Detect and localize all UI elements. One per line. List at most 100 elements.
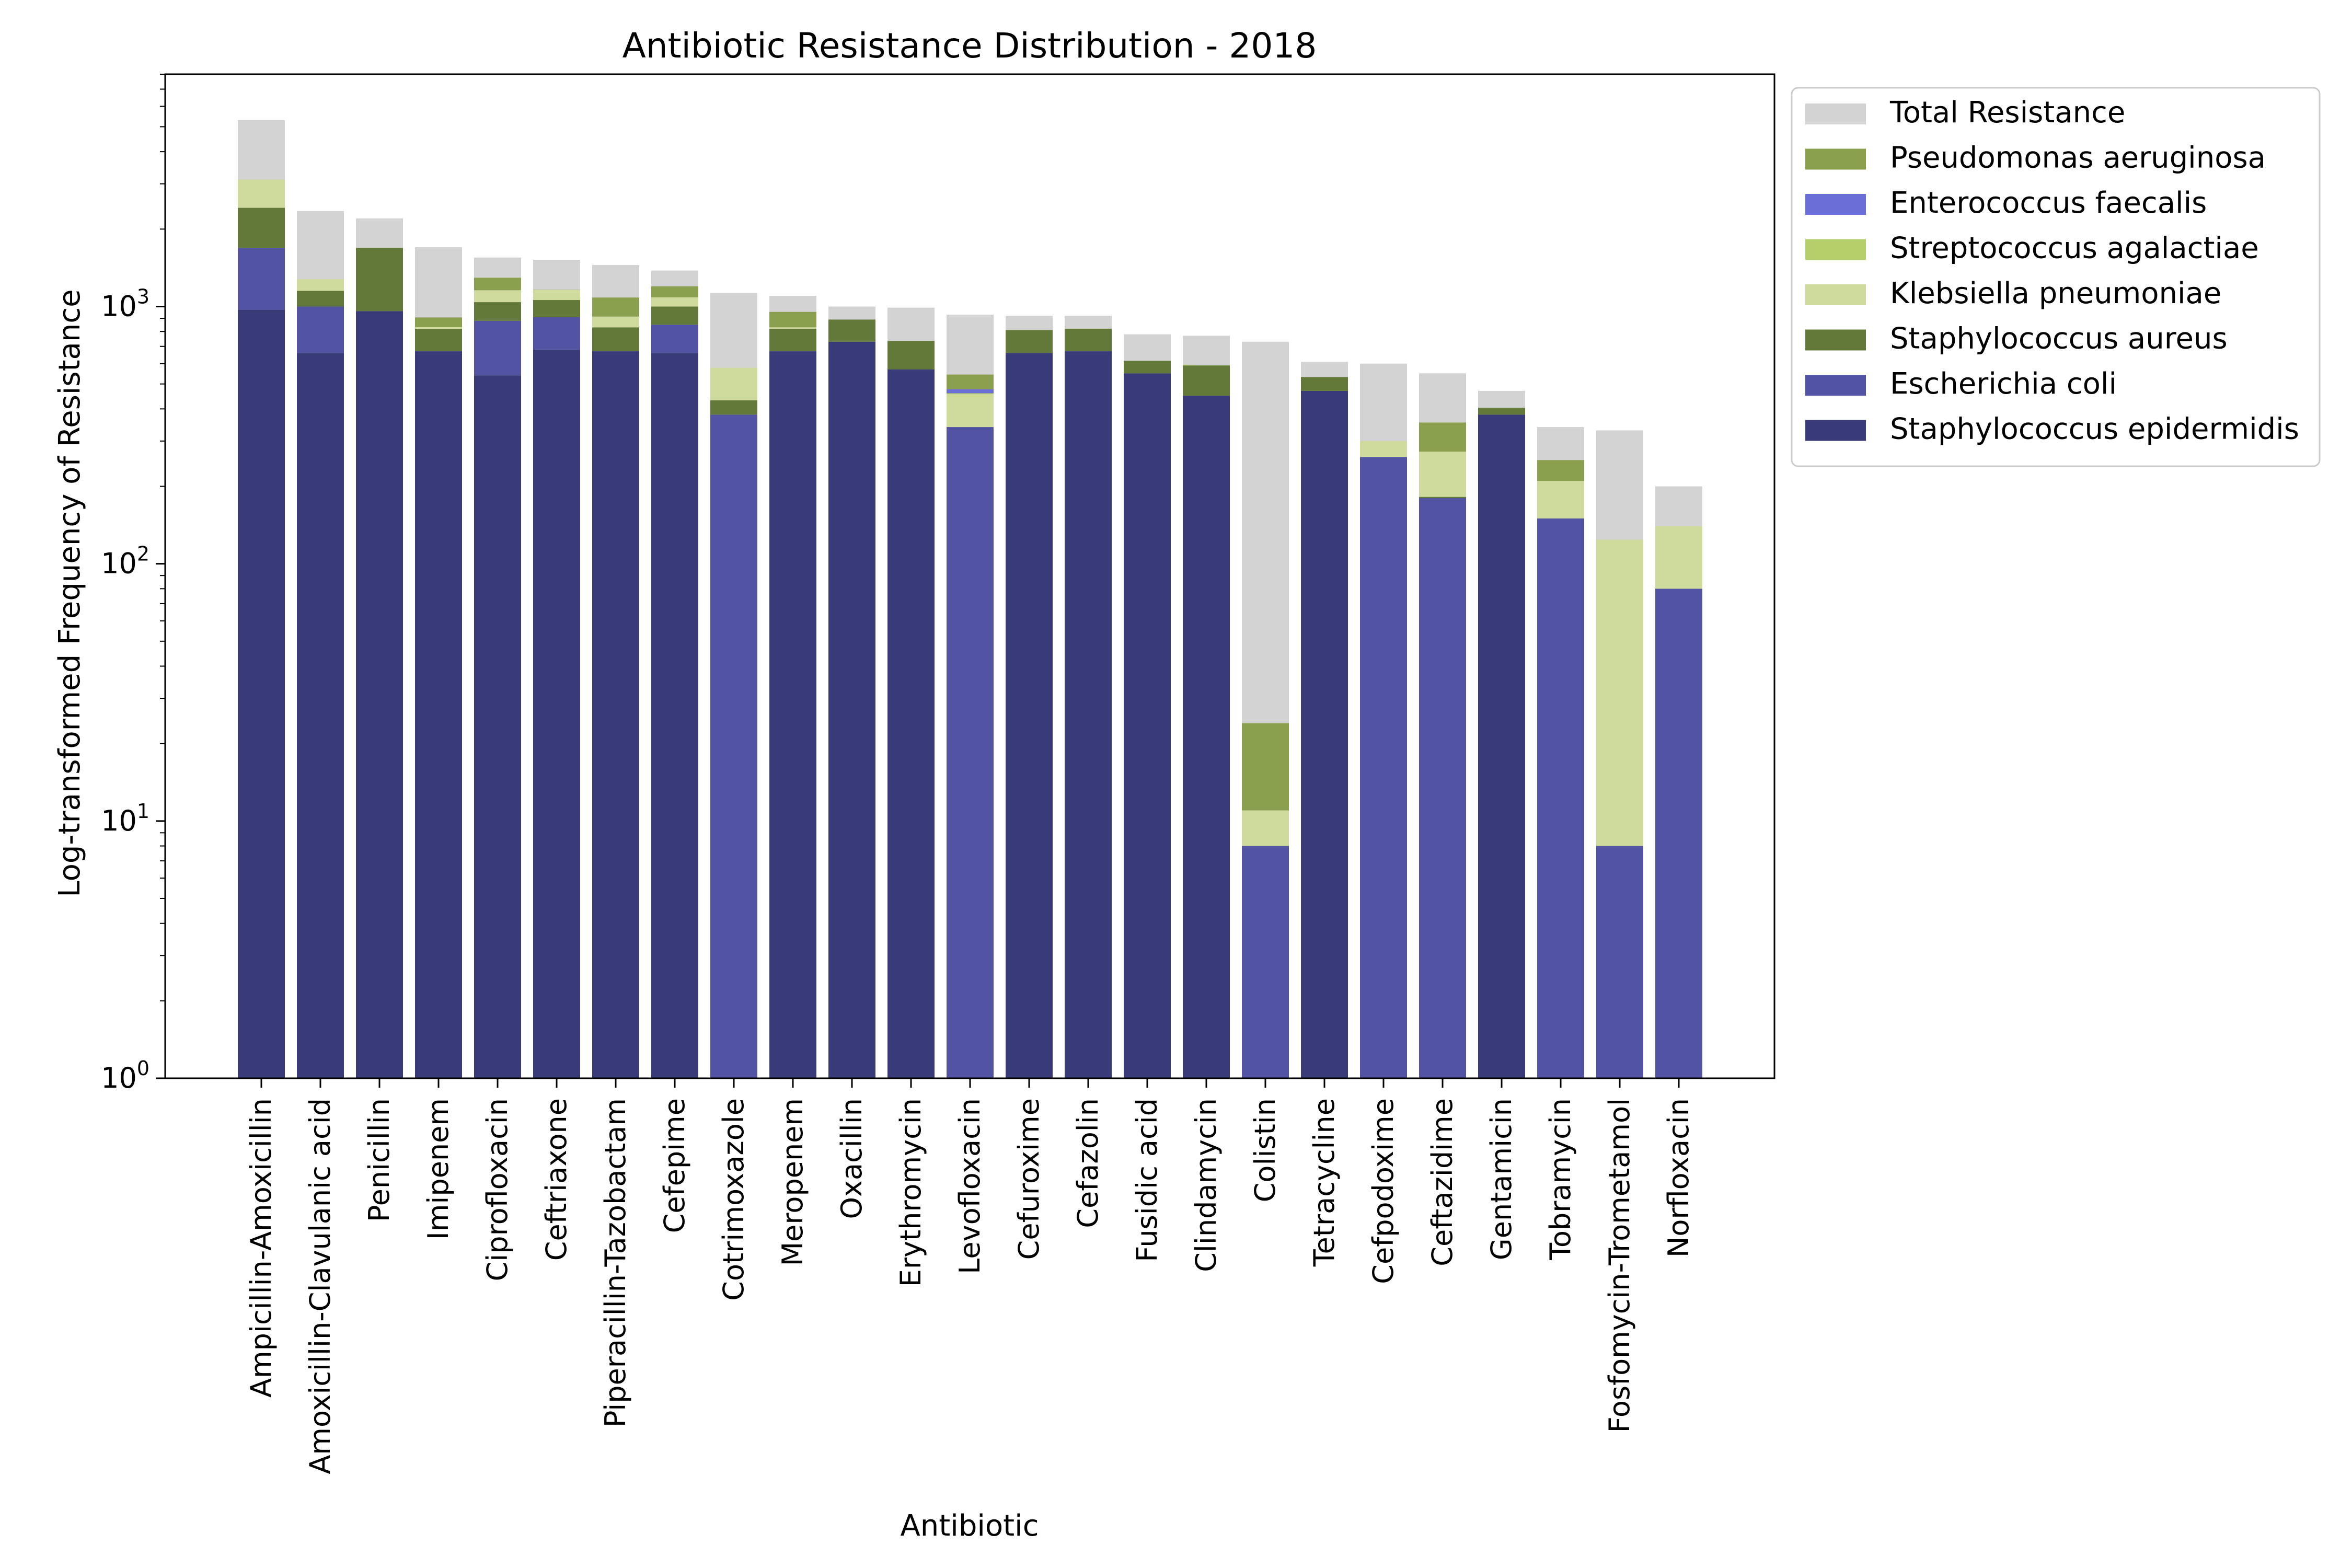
bar-staphylococcus-aureus-8 xyxy=(710,400,757,415)
legend-label-7: Staphylococcus epidermidis xyxy=(1890,412,2299,446)
x-tick-label-12: Levofloxacin xyxy=(953,1098,986,1274)
bar-staphylococcus-aureus-6 xyxy=(592,327,639,352)
legend-box xyxy=(1791,87,2321,467)
bar-staphylococcus-aureus-7 xyxy=(651,306,698,325)
x-tick-label-4: Ciprofloxacin xyxy=(481,1098,514,1281)
x-tick-label-24: Norfloxacin xyxy=(1662,1098,1695,1258)
bar-escherichia-coli-0 xyxy=(238,248,285,310)
bar-staphylococcus-epidermidis-14 xyxy=(1065,351,1112,1078)
bar-pseudomonas-aeruginosa-20 xyxy=(1419,422,1466,452)
x-axis-label: Antibiotic xyxy=(901,1509,1039,1543)
bar-klebsiella-pneumoniae-22 xyxy=(1537,481,1584,518)
bar-klebsiella-pneumoniae-7 xyxy=(651,297,698,307)
legend-swatch-1 xyxy=(1805,148,1866,170)
y-tick-label-1: 101 xyxy=(101,800,149,837)
legend-swatch-0 xyxy=(1805,103,1866,124)
bar-klebsiella-pneumoniae-19 xyxy=(1360,441,1407,457)
x-tick-label-18: Tetracycline xyxy=(1308,1098,1341,1267)
bar-pseudomonas-aeruginosa-4 xyxy=(474,278,521,291)
bar-klebsiella-pneumoniae-12 xyxy=(947,394,994,428)
x-tick-label-21: Gentamicin xyxy=(1485,1098,1518,1260)
legend-label-3: Streptococcus agalactiae xyxy=(1890,232,2259,266)
bar-escherichia-coli-23 xyxy=(1596,846,1643,1078)
bar-staphylococcus-epidermidis-4 xyxy=(474,375,521,1078)
x-tick-label-6: Piperacillin-Tazobactam xyxy=(599,1098,632,1427)
x-tick-label-9: Meropenem xyxy=(776,1098,809,1266)
x-tick-label-15: Fusidic acid xyxy=(1131,1098,1163,1262)
bar-staphylococcus-aureus-2 xyxy=(356,248,403,312)
bar-staphylococcus-aureus-18 xyxy=(1301,377,1348,391)
bar-staphylococcus-epidermidis-1 xyxy=(297,353,344,1078)
bar-enterococcus-faecalis-12 xyxy=(947,389,994,394)
x-tick-label-3: Imipenem xyxy=(422,1098,455,1240)
legend-label-2: Enterococcus faecalis xyxy=(1890,186,2207,220)
bar-escherichia-coli-5 xyxy=(533,317,580,350)
x-tick-label-7: Cefepime xyxy=(658,1098,691,1233)
bar-staphylococcus-epidermidis-18 xyxy=(1301,390,1348,1078)
bar-staphylococcus-epidermidis-9 xyxy=(769,351,816,1078)
legend-swatch-4 xyxy=(1805,284,1866,305)
bar-klebsiella-pneumoniae-23 xyxy=(1596,539,1643,846)
x-tick-label-13: Cefuroxime xyxy=(1012,1098,1045,1260)
bar-streptococcus-agalactiae-12 xyxy=(947,393,994,395)
legend-swatch-6 xyxy=(1805,375,1866,396)
bar-staphylococcus-epidermidis-5 xyxy=(533,349,580,1078)
bar-klebsiella-pneumoniae-24 xyxy=(1655,526,1702,589)
bar-staphylococcus-epidermidis-15 xyxy=(1124,373,1171,1078)
bar-escherichia-coli-19 xyxy=(1360,457,1407,1078)
legend-swatch-2 xyxy=(1805,194,1866,215)
x-tick-label-16: Clindamycin xyxy=(1190,1098,1223,1272)
bar-staphylococcus-epidermidis-0 xyxy=(238,309,285,1078)
bar-pseudomonas-aeruginosa-17 xyxy=(1242,723,1289,811)
bar-staphylococcus-aureus-0 xyxy=(238,207,285,248)
bar-klebsiella-pneumoniae-6 xyxy=(592,316,639,328)
bar-escherichia-coli-1 xyxy=(297,306,344,353)
legend: Total Resistance Pseudomonas aeruginosa En… xyxy=(1791,87,2321,467)
bar-klebsiella-pneumoniae-4 xyxy=(474,290,521,303)
legend-swatch-7 xyxy=(1805,420,1866,441)
bar-staphylococcus-epidermidis-6 xyxy=(592,351,639,1078)
x-tick-label-14: Cefazolin xyxy=(1071,1098,1104,1228)
axes-layer: 100 101 102 103 Ampicillin-Amoxicillin Amoxic… xyxy=(101,73,1775,1474)
bar-klebsiella-pneumoniae-0 xyxy=(238,179,285,208)
bar-klebsiella-pneumoniae-9 xyxy=(769,327,816,329)
bar-escherichia-coli-22 xyxy=(1537,518,1584,1078)
bar-pseudomonas-aeruginosa-3 xyxy=(415,317,462,328)
y-tick-label-2: 102 xyxy=(101,543,149,580)
bar-staphylococcus-epidermidis-2 xyxy=(356,311,403,1079)
bar-pseudomonas-aeruginosa-22 xyxy=(1537,460,1584,481)
bar-klebsiella-pneumoniae-5 xyxy=(533,290,580,301)
bar-escherichia-coli-7 xyxy=(651,325,698,353)
x-tick-label-10: Oxacillin xyxy=(835,1098,868,1219)
bar-klebsiella-pneumoniae-3 xyxy=(415,327,462,329)
x-tick-label-17: Colistin xyxy=(1249,1098,1282,1202)
x-tick-label-8: Cotrimoxazole xyxy=(717,1098,750,1301)
x-tick-label-23: Fosfomycin-Trometamol xyxy=(1603,1098,1636,1433)
bar-staphylococcus-aureus-13 xyxy=(1006,330,1053,353)
bar-klebsiella-pneumoniae-1 xyxy=(297,279,344,291)
bar-escherichia-coli-4 xyxy=(474,320,521,376)
legend-swatch-3 xyxy=(1805,239,1866,260)
bar-staphylococcus-epidermidis-16 xyxy=(1183,396,1230,1078)
bar-staphylococcus-epidermidis-21 xyxy=(1478,414,1525,1079)
bar-klebsiella-pneumoniae-8 xyxy=(710,367,757,400)
bar-klebsiella-pneumoniae-17 xyxy=(1242,810,1289,846)
chart-title: Antibiotic Resistance Distribution - 201… xyxy=(622,26,1317,66)
x-tick-label-1: Amoxicillin-Clavulanic acid xyxy=(304,1098,337,1474)
x-tick-label-19: Cefpodoxime xyxy=(1367,1098,1400,1284)
bar-staphylococcus-epidermidis-7 xyxy=(651,353,698,1078)
bar-pseudomonas-aeruginosa-12 xyxy=(947,374,994,389)
bar-staphylococcus-aureus-10 xyxy=(828,319,875,342)
bar-staphylococcus-aureus-21 xyxy=(1478,408,1525,415)
bar-pseudomonas-aeruginosa-6 xyxy=(592,297,639,317)
bar-staphylococcus-aureus-4 xyxy=(474,302,521,321)
bar-escherichia-coli-12 xyxy=(947,427,994,1078)
bars-layer xyxy=(238,120,1702,1079)
y-axis-label: Log-transformed Frequency of Resistance xyxy=(53,289,87,897)
bar-staphylococcus-aureus-3 xyxy=(415,328,462,352)
bar-staphylococcus-aureus-14 xyxy=(1065,328,1112,352)
legend-swatch-5 xyxy=(1805,329,1866,351)
bar-staphylococcus-aureus-11 xyxy=(887,341,935,370)
bar-pseudomonas-aeruginosa-7 xyxy=(651,286,698,297)
